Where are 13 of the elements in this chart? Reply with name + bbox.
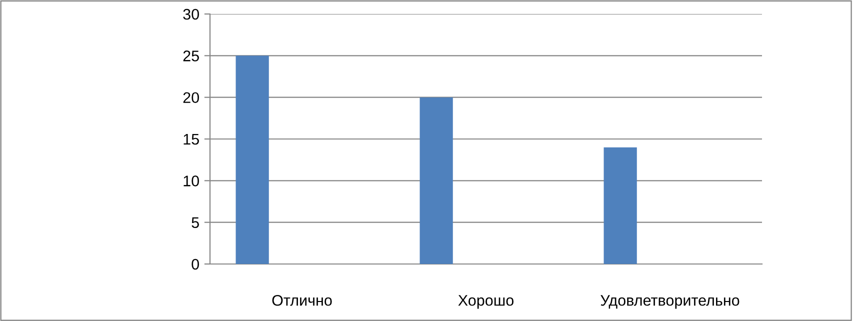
y-tick-label: 5 (192, 217, 199, 228)
bar (420, 97, 453, 264)
y-tick-label: 10 (184, 176, 199, 186)
x-tick-label: Отлично (272, 294, 332, 306)
bar (236, 56, 269, 264)
y-tick-label: 20 (183, 92, 199, 104)
y-tick-label: 25 (183, 50, 199, 62)
x-tick-label: Удовлетворительно (600, 295, 740, 309)
y-tick-label: 15 (184, 134, 199, 145)
bar (604, 147, 637, 264)
y-tick-label: 0 (192, 258, 199, 270)
x-tick-label: Хорошо (458, 295, 514, 309)
y-tick-label: 30 (183, 8, 199, 20)
